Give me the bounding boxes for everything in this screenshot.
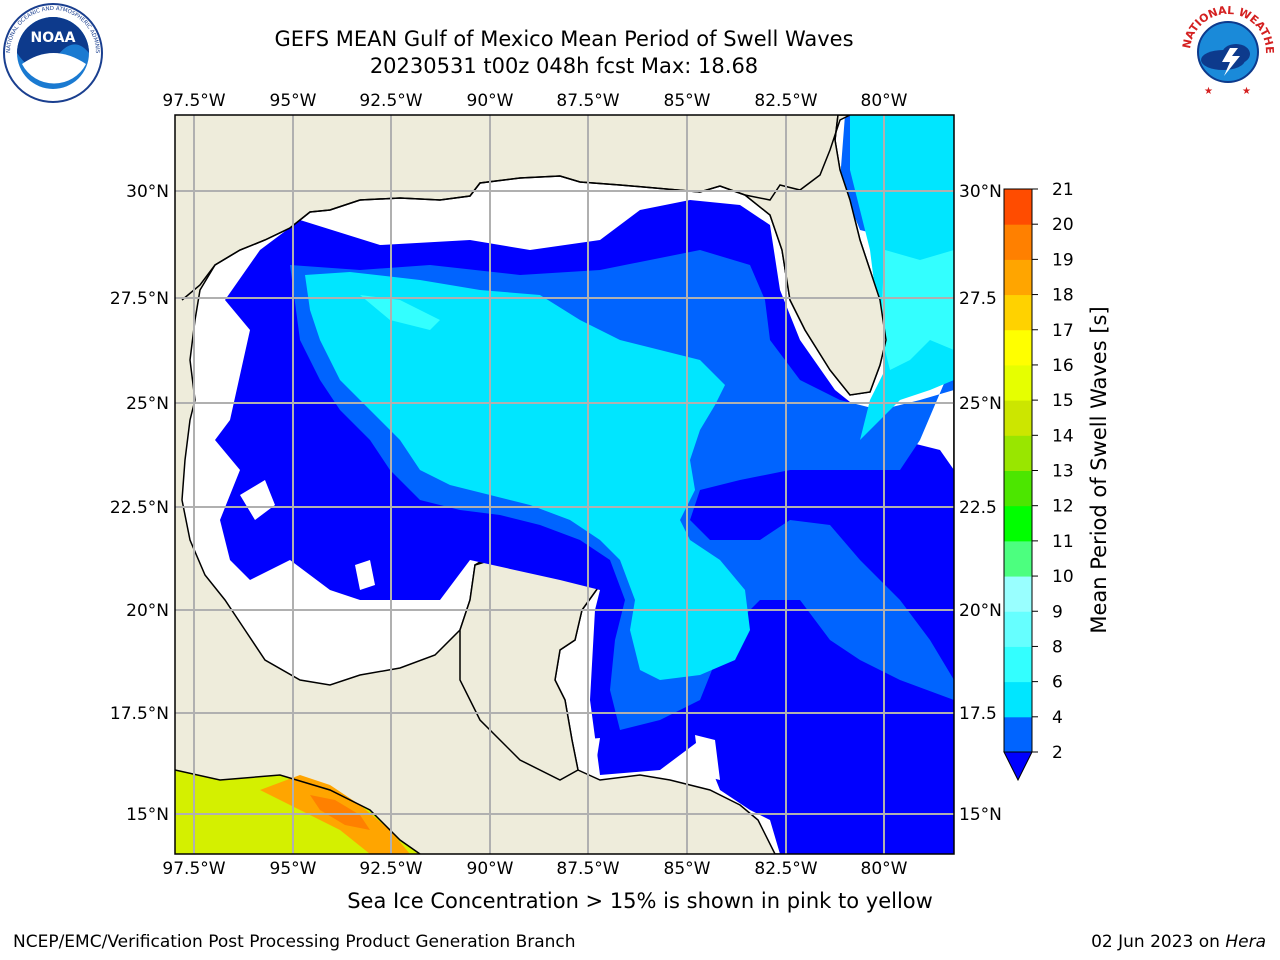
- swell-light-cyan: [880, 250, 954, 370]
- footer-date: 02 Jun 2023 on Hera: [1091, 932, 1266, 952]
- lon-ticks-bottom: 97.5°W 95°W 92.5°W 90°W 87.5°W 85°W 82.5…: [162, 859, 907, 879]
- colorbar-band: [1004, 224, 1032, 260]
- lat-tick-left: 30°N: [126, 182, 169, 202]
- lon-tick-top: 85°W: [664, 91, 711, 111]
- colorbar-tick-label: 21: [1052, 180, 1074, 200]
- lat-tick-left: 22.5°N: [110, 498, 169, 518]
- svg-text:★: ★: [1242, 86, 1251, 97]
- footer-credit: NCEP/EMC/Verification Post Processing Pr…: [13, 932, 576, 952]
- colorbar-band: [1004, 294, 1032, 331]
- colorbar-tick-label: 15: [1052, 391, 1074, 411]
- colorbar-tick-label: 17: [1052, 321, 1074, 341]
- lat-tick-right: 17.5: [959, 704, 997, 724]
- colorbar-tick-label: 8: [1052, 637, 1063, 657]
- lat-tick-right: 27.5: [959, 289, 997, 309]
- colorbar-tick-label: 4: [1052, 708, 1063, 728]
- lat-tick-left: 20°N: [126, 601, 169, 621]
- calm-patch: [240, 480, 275, 520]
- colorbar-band: [1004, 611, 1032, 647]
- colorbar-tick-label: 19: [1052, 250, 1074, 270]
- florida: [744, 115, 887, 396]
- colorbar-band: [1004, 470, 1032, 507]
- lon-tick-top: 97.5°W: [162, 91, 225, 111]
- colorbar-tick-label: 20: [1052, 215, 1074, 235]
- colorbar-band: [1004, 681, 1032, 718]
- colorbar-band: [1004, 540, 1032, 577]
- colorbar-tick-label: 18: [1052, 286, 1074, 306]
- map-title: GEFS MEAN Gulf of Mexico Mean Period of …: [274, 27, 854, 51]
- colorbar-tick-label: 11: [1052, 532, 1074, 552]
- colorbar-label: Mean Period of Swell Waves [s]: [1087, 306, 1111, 633]
- lat-tick-left: 15°N: [126, 805, 169, 825]
- colorbar-band: [1004, 259, 1032, 296]
- colorbar-band: [1004, 576, 1032, 612]
- lat-tick-right: 30°N: [959, 182, 1002, 202]
- lat-ticks-right: 30°N 27.5 25°N 22.5 20°N 17.5 15°N: [959, 182, 1002, 825]
- colorbar-tick-label: 10: [1052, 567, 1074, 587]
- colorbar-band: [1004, 329, 1032, 366]
- colorbar-extend-arrow: [1003, 751, 1033, 782]
- colorbar-tick-label: 2: [1052, 743, 1063, 763]
- colorbar: 2 4 6 8 9 10 11 12 13 14 15 16 17 18 19 20 21: [1003, 180, 1074, 782]
- colorbar-tick-label: 6: [1052, 673, 1063, 693]
- nws-logo: NATIONAL WEATHER SERVICE ★ ★: [1174, 0, 1278, 106]
- colorbar-tick-label: 14: [1052, 426, 1074, 446]
- pacific-peak-period: [310, 795, 370, 830]
- colorbar-band: [1004, 400, 1032, 436]
- lat-tick-left: 27.5°N: [110, 289, 169, 309]
- lon-tick-bottom: 97.5°W: [162, 859, 225, 879]
- lat-tick-right: 25°N: [959, 394, 1002, 414]
- colorbar-tick-label: 13: [1052, 462, 1074, 482]
- lat-tick-right: 15°N: [959, 805, 1002, 825]
- svg-text:NOAA: NOAA: [31, 30, 76, 46]
- lat-ticks-left: 30°N 27.5°N 25°N 22.5°N 20°N 17.5°N 15°N: [110, 182, 169, 825]
- map-frame: [174, 114, 955, 855]
- svg-text:★: ★: [1204, 86, 1213, 97]
- lat-tick-right: 20°N: [959, 601, 1002, 621]
- lon-tick-bottom: 87.5°W: [556, 859, 619, 879]
- colorbar-band: [1004, 189, 1032, 225]
- map-subtitle: 20230531 t00z 048h fcst Max: 18.68: [369, 54, 759, 78]
- lon-tick-bottom: 80°W: [861, 859, 908, 879]
- calm-patch-2: [355, 560, 375, 590]
- lon-tick-top: 87.5°W: [556, 91, 619, 111]
- lon-tick-bottom: 95°W: [270, 859, 317, 879]
- colorbar-band: [1004, 646, 1032, 683]
- colorbar-tick-label: 12: [1052, 497, 1074, 517]
- colorbar-band: [1004, 505, 1032, 542]
- map-panel: [175, 115, 954, 854]
- lon-ticks-top: 97.5°W 95°W 92.5°W 90°W 87.5°W 85°W 82.5…: [162, 91, 907, 111]
- swell-light-cyan-gulf: [360, 295, 440, 330]
- footer-date-text: 02 Jun 2023 on: [1091, 932, 1226, 952]
- lon-tick-top: 92.5°W: [359, 91, 422, 111]
- lat-tick-left: 25°N: [126, 394, 169, 414]
- lon-tick-bottom: 82.5°W: [754, 859, 817, 879]
- lon-tick-bottom: 90°W: [467, 859, 514, 879]
- lon-tick-top: 80°W: [861, 91, 908, 111]
- swell-cyan: [305, 272, 750, 680]
- graticule: [175, 115, 954, 854]
- sea-ice-note: Sea Ice Concentration > 15% is shown in …: [347, 889, 933, 913]
- us-gulf-coast: [181, 175, 746, 301]
- lat-tick-right: 22.5: [959, 498, 997, 518]
- lat-tick-left: 17.5°N: [110, 704, 169, 724]
- colorbar-tick-label: 16: [1052, 356, 1074, 376]
- lon-tick-bottom: 92.5°W: [359, 859, 422, 879]
- colorbar-band: [1004, 364, 1032, 401]
- noaa-logo: NOAA NATIONAL OCEANIC AND ATMOSPHERIC AD…: [0, 0, 104, 108]
- lon-tick-top: 90°W: [467, 91, 514, 111]
- footer-host: Hera: [1225, 932, 1266, 952]
- lon-tick-top: 82.5°W: [754, 91, 817, 111]
- colorbar-band: [1004, 435, 1032, 471]
- lon-tick-top: 95°W: [270, 91, 317, 111]
- colorbar-band: [1004, 716, 1032, 753]
- calm-patch-3: [695, 735, 720, 780]
- colorbar-tick-label: 9: [1052, 602, 1063, 622]
- lon-tick-bottom: 85°W: [664, 859, 711, 879]
